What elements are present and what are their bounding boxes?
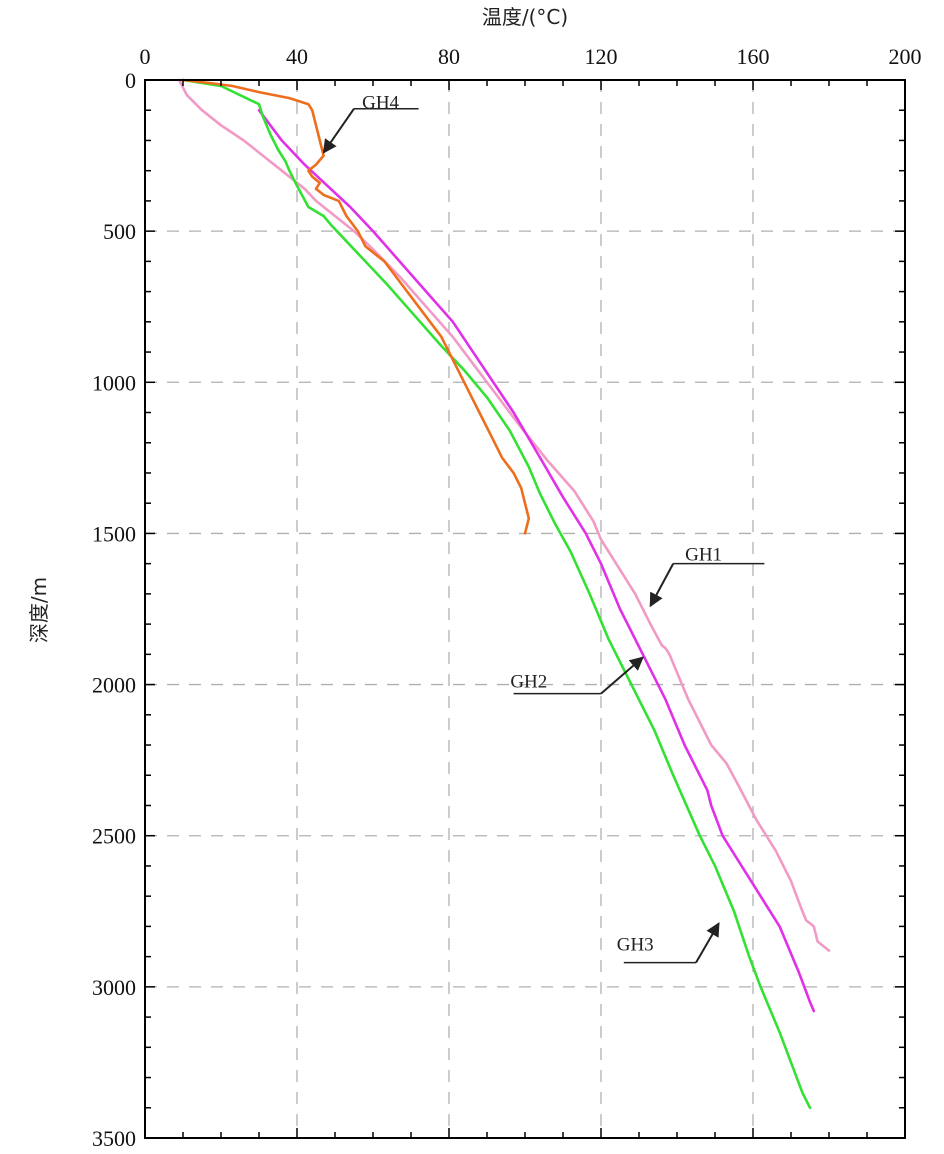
y-tick-label-2000: 2000 — [92, 673, 136, 698]
x-tick-label-80: 80 — [438, 44, 460, 69]
plot-frame — [144, 79, 906, 1139]
plot-border — [144, 79, 906, 1139]
annotation-label-gh4: GH4 — [362, 93, 399, 114]
y-tick-label-1500: 1500 — [92, 521, 136, 546]
y-tick-label-0: 0 — [125, 68, 136, 93]
y-axis-title: 深度/m — [27, 577, 51, 643]
axis-ticks: 0 40 80 120 160 20005001000150020002500300035… — [92, 44, 922, 1151]
series-lines — [177, 78, 831, 1110]
y-tick-label-2500: 2500 — [92, 824, 136, 849]
grid-lines — [145, 80, 905, 1138]
y-tick-label-3000: 3000 — [92, 975, 136, 1000]
x-tick-label-200: 200 — [889, 44, 922, 69]
x-tick-label-0: 0 — [140, 44, 151, 69]
x-tick-label-120: 120 — [585, 44, 618, 69]
annotation-label-gh1: GH1 — [685, 545, 722, 566]
annotation-label-gh3: GH3 — [617, 935, 654, 956]
y-tick-label-500: 500 — [103, 219, 136, 244]
annotation-label-gh2: GH2 — [510, 672, 547, 693]
x-tick-label-160: 160 — [737, 44, 770, 69]
annotation-arrow-gh3 — [695, 922, 720, 964]
series-line-gh1 — [177, 78, 831, 952]
y-tick-label-3500: 3500 — [92, 1126, 136, 1151]
x-tick-label-40: 40 — [286, 44, 308, 69]
annotation-arrow-gh1 — [649, 563, 675, 608]
annotation-arrow-gh2 — [600, 656, 644, 695]
series-line-gh2 — [257, 108, 816, 1013]
series-annotations: GH4 GH1 GH2 GH3 — [322, 93, 765, 964]
series-line-gh4 — [181, 78, 531, 535]
annotation-arrow-gh4 — [322, 108, 355, 154]
series-line-gh3 — [181, 78, 812, 1110]
y-tick-label-1000: 1000 — [92, 370, 136, 395]
x-axis-title: 温度/(°C) — [482, 5, 568, 29]
